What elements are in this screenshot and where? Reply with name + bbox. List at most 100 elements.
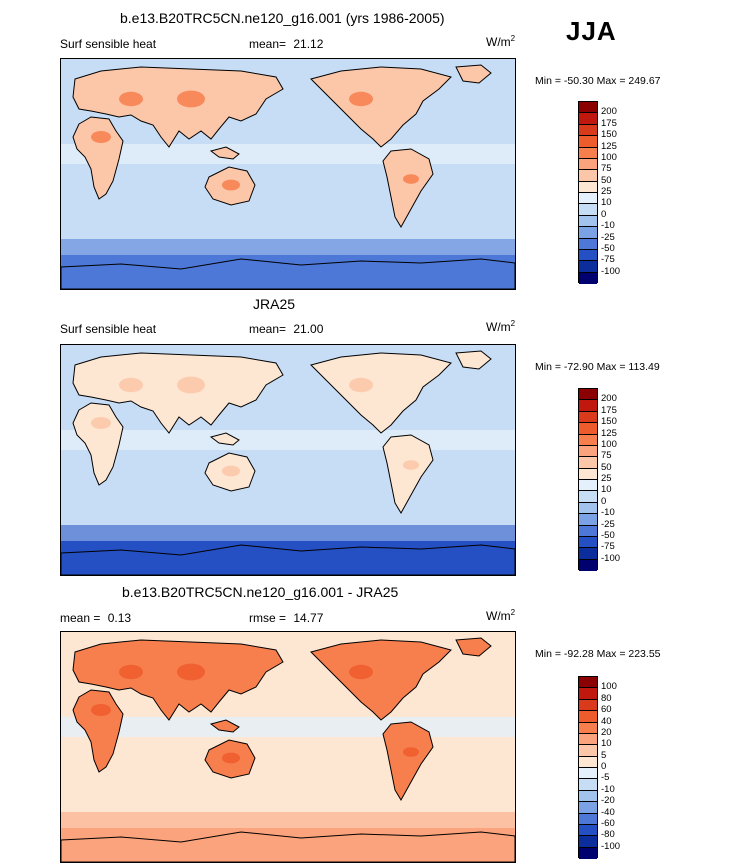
colorbar-label: 75 — [601, 450, 612, 462]
colorbar-label: -25 — [601, 231, 615, 243]
panel1-colorbar — [578, 101, 598, 284]
land-hotspot — [349, 91, 373, 107]
colorbar-label: -5 — [601, 772, 610, 784]
panel1-minmax: Min = -50.30 Max = 249.67 — [535, 75, 661, 87]
ocean-band — [61, 144, 515, 164]
colorbar-swatch — [579, 722, 597, 734]
colorbar-swatch — [579, 400, 597, 412]
colorbar-swatch — [579, 847, 597, 859]
colorbar-swatch — [579, 445, 597, 458]
panel3-rmse: rmse = 14.77 — [249, 611, 323, 625]
continent-outline — [72, 352, 284, 434]
colorbar-swatch — [579, 238, 597, 250]
colorbar-swatch — [579, 249, 597, 262]
colorbar-label: -80 — [601, 829, 615, 841]
colorbar-swatch — [579, 261, 597, 273]
colorbar-swatch — [579, 688, 597, 700]
colorbar-label: -75 — [601, 254, 615, 266]
colorbar-label: 5 — [601, 749, 607, 761]
continent-outline — [209, 719, 240, 733]
colorbar-label: -100 — [601, 840, 621, 852]
colorbar-label: 75 — [601, 163, 612, 175]
panel2-units: W/m2 — [486, 319, 516, 334]
colorbar-label: -50 — [601, 242, 615, 254]
land-hotspot — [119, 91, 143, 107]
panel2-mean-label: mean= — [249, 322, 287, 336]
colorbar-swatch — [579, 514, 597, 526]
colorbar-swatch — [579, 790, 597, 803]
continent-outline — [72, 639, 284, 721]
panel3-mean: mean = 0.13 — [60, 611, 131, 625]
colorbar-label: -100 — [601, 265, 621, 277]
panel1-mean: mean= 21.12 — [249, 37, 323, 51]
colorbar-swatch — [579, 802, 597, 814]
colorbar-label: -10 — [601, 507, 615, 519]
colorbar-label: -25 — [601, 518, 615, 530]
colorbar-label: 100 — [601, 438, 617, 450]
colorbar-label: 125 — [601, 427, 617, 439]
colorbar-label: -50 — [601, 529, 615, 541]
panel3-units: W/m2 — [486, 608, 516, 623]
colorbar-swatch — [579, 272, 597, 284]
colorbar-swatch — [579, 389, 597, 401]
continent-outline — [382, 148, 434, 228]
colorbar-label: 50 — [601, 461, 612, 473]
colorbar-swatch — [579, 204, 597, 216]
panel1-variable-label: Surf sensible heat — [60, 37, 157, 51]
colorbar-swatch — [579, 113, 597, 125]
colorbar-swatch — [579, 227, 597, 239]
colorbar-label: -40 — [601, 806, 615, 818]
colorbar-label: 200 — [601, 106, 617, 118]
colorbar-swatch — [579, 779, 597, 791]
colorbar-label: 0 — [601, 208, 607, 220]
colorbar-swatch — [579, 756, 597, 768]
colorbar-swatch — [579, 824, 597, 837]
colorbar-swatch — [579, 181, 597, 193]
colorbar-label: -75 — [601, 541, 615, 553]
colorbar-swatch — [579, 423, 597, 435]
panel2-variable-label: Surf sensible heat — [60, 322, 157, 336]
panel2-mean: mean= 21.00 — [249, 322, 323, 336]
colorbar-swatch — [579, 502, 597, 515]
continent-outline — [209, 432, 240, 446]
panel3-mean-label: mean = — [60, 611, 101, 625]
panel1-units: W/m2 — [486, 34, 516, 49]
colorbar-swatch — [579, 124, 597, 137]
continent-outline — [310, 66, 452, 148]
panel2-map — [60, 344, 516, 576]
continent-outline — [455, 64, 492, 84]
land-hotspot — [222, 465, 240, 477]
panel3-mean-value: 0.13 — [107, 611, 132, 625]
colorbar-label: 150 — [601, 416, 617, 428]
land-hotspot — [222, 752, 240, 764]
colorbar-label: -100 — [601, 552, 621, 564]
colorbar-swatch — [579, 193, 597, 205]
colorbar-swatch — [579, 677, 597, 689]
colorbar-swatch — [579, 411, 597, 424]
land-hotspot — [91, 131, 111, 143]
continent-outline — [455, 637, 492, 657]
continent-outline — [310, 352, 452, 434]
colorbar-swatch — [579, 102, 597, 114]
colorbar-swatch — [579, 836, 597, 848]
land-hotspot — [119, 664, 143, 680]
land-hotspot — [91, 417, 111, 429]
land-hotspot — [349, 664, 373, 680]
colorbar-swatch — [579, 147, 597, 159]
panel3-map — [60, 631, 516, 863]
land-hotspot — [177, 376, 205, 394]
colorbar-label: 25 — [601, 473, 612, 484]
continent-outline — [455, 350, 492, 370]
continent-outline — [61, 544, 515, 575]
colorbar-swatch — [579, 699, 597, 712]
colorbar-swatch — [579, 158, 597, 171]
colorbar-swatch — [579, 468, 597, 480]
colorbar-label: 50 — [601, 174, 612, 186]
land-hotspot — [119, 377, 143, 393]
continent-outline — [382, 434, 434, 514]
colorbar-label: 100 — [601, 151, 617, 163]
land-hotspot — [177, 90, 205, 108]
continent-outline — [209, 146, 240, 160]
colorbar-swatch — [579, 434, 597, 446]
colorbar-label: -10 — [601, 220, 615, 232]
